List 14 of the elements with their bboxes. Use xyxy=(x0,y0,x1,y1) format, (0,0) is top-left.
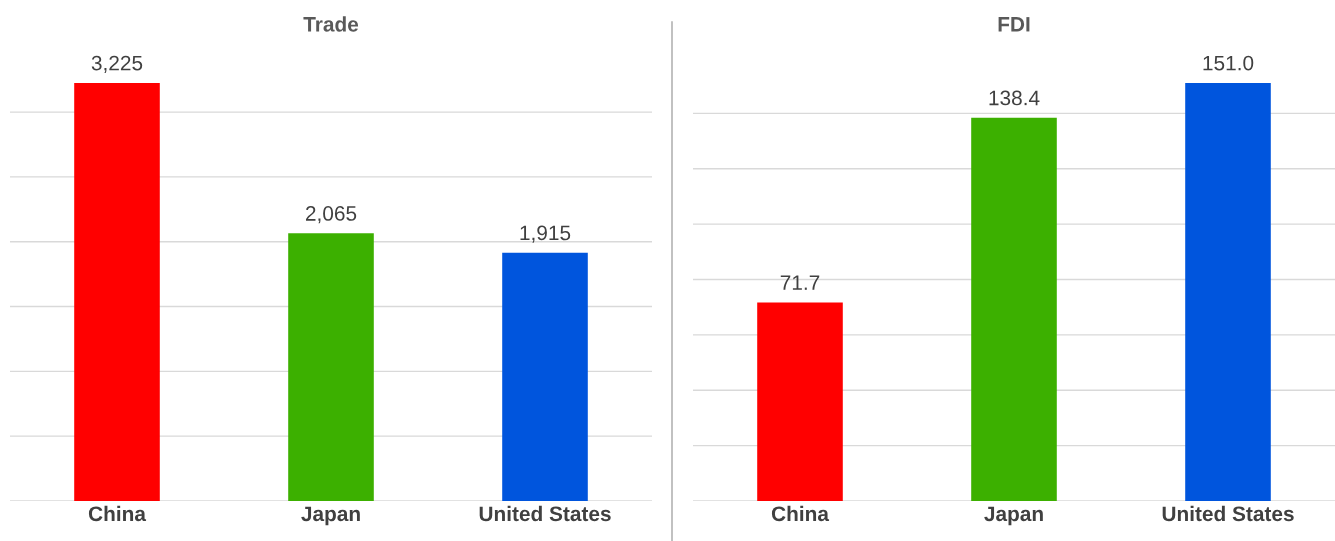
data-label: 151.0 xyxy=(1203,55,1254,71)
data-label: 3,225 xyxy=(91,55,143,73)
x-tick-label: United States xyxy=(479,505,611,522)
x-tick-label: Japan xyxy=(984,506,1043,526)
data-label: 71.7 xyxy=(780,275,820,290)
chart-title: Trade xyxy=(303,16,359,32)
x-tick-label: China xyxy=(771,505,830,522)
x-tick-label: China xyxy=(88,505,147,522)
x-tick-label: Japan xyxy=(301,506,360,526)
x-tick-label: United States xyxy=(1162,505,1294,522)
data-label: 138.4 xyxy=(989,90,1040,106)
data-label: 2,065 xyxy=(305,206,357,224)
data-label: 1,915 xyxy=(520,225,571,243)
chart-title: FDI xyxy=(998,17,1030,32)
